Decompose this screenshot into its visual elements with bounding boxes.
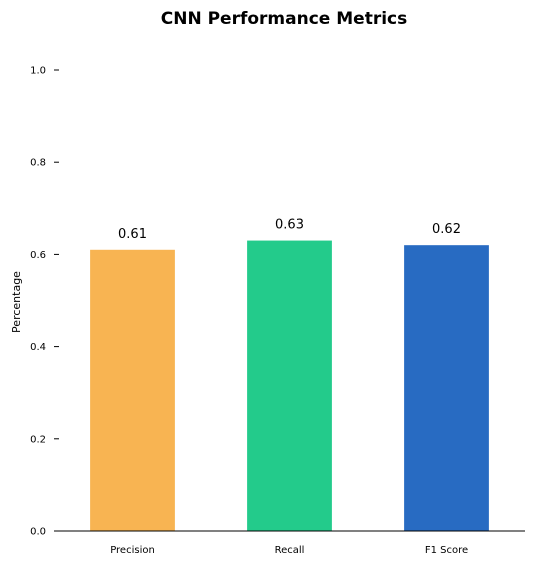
- x-tick-label: Precision: [110, 545, 155, 556]
- bar-value-label: 0.61: [118, 227, 147, 242]
- y-tick-label: 0.0: [30, 527, 46, 538]
- chart-title: CNN Performance Metrics: [161, 9, 407, 29]
- bar-f1-score: [404, 245, 489, 531]
- y-tick-label: 0.6: [30, 250, 46, 261]
- bar-value-label: 0.63: [275, 218, 304, 233]
- bar-recall: [247, 240, 332, 531]
- y-tick-label: 0.4: [30, 342, 46, 353]
- y-axis: 0.0 0.2 0.4 0.6 0.8 1.0: [30, 66, 59, 538]
- bar-value-label: 0.62: [432, 222, 461, 237]
- y-tick-label: 1.0: [30, 66, 46, 77]
- y-tick-label: 0.8: [30, 158, 46, 169]
- x-tick-label: F1 Score: [425, 545, 468, 556]
- bars-group: [90, 240, 489, 532]
- x-axis: Precision Recall F1 Score: [110, 545, 468, 556]
- value-labels-group: 0.61 0.63 0.62: [118, 218, 461, 242]
- y-tick-label: 0.2: [30, 434, 46, 445]
- y-axis-label: Percentage: [10, 271, 23, 333]
- bar-precision: [90, 249, 175, 532]
- x-tick-label: Recall: [275, 545, 305, 556]
